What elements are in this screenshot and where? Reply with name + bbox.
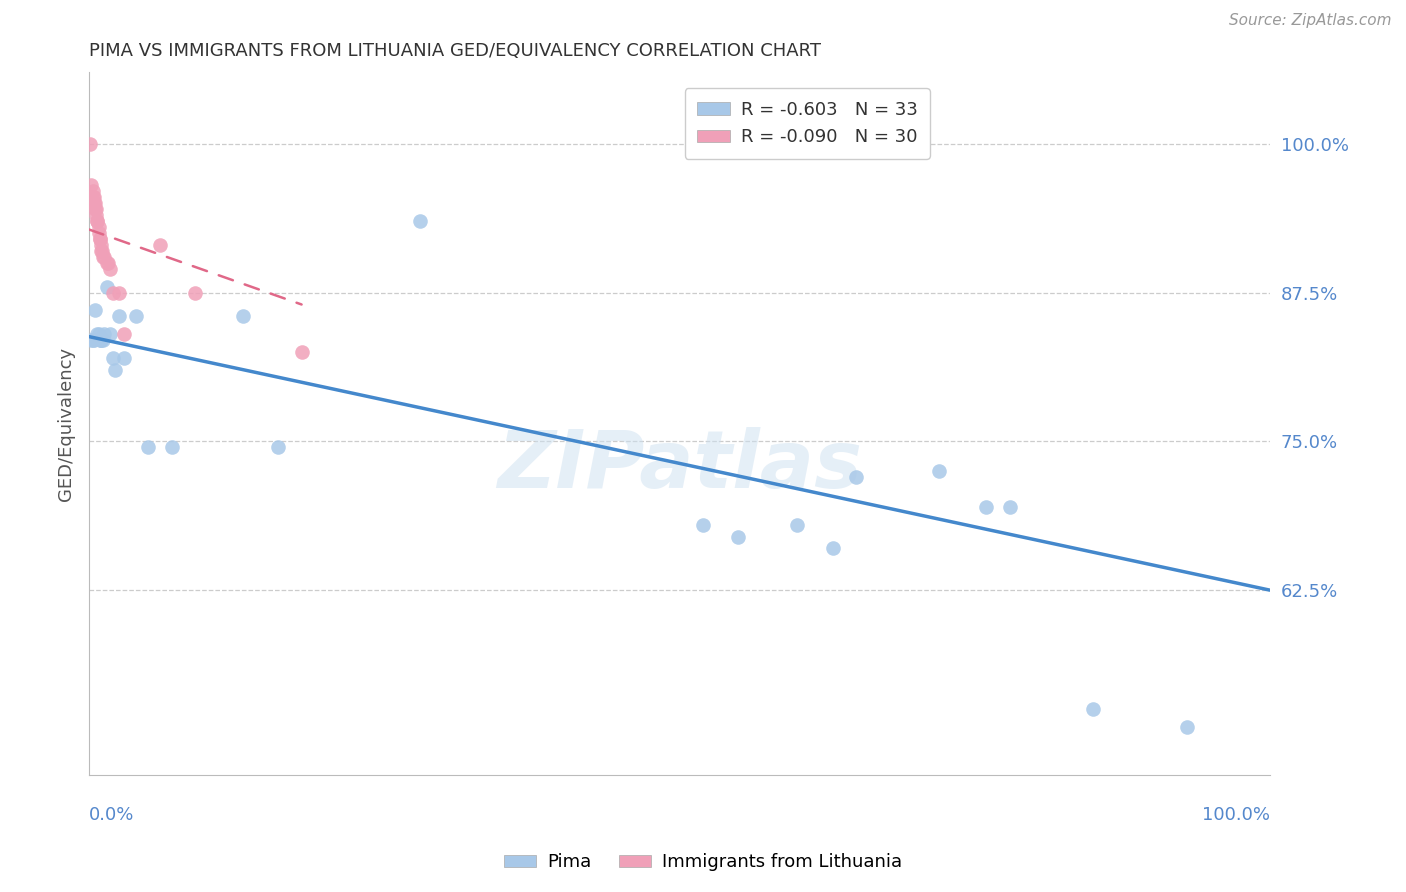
Point [1175,720,1198,734]
Point [89,232,111,246]
Point [136,440,159,454]
Point [91,333,114,347]
Point [98,261,121,276]
Point [290,345,312,359]
Point [91,250,114,264]
Point [928,464,950,478]
Point [82,333,104,347]
Point [96,256,118,270]
Point [101,351,124,365]
Point [87,226,110,240]
Point [80,178,103,193]
Point [82,185,104,199]
Point [93,327,115,342]
Text: 0.0%: 0.0% [89,806,135,824]
Point [80,333,103,347]
Point [267,440,290,454]
Point [89,232,111,246]
Point [692,517,714,532]
Text: Source: ZipAtlas.com: Source: ZipAtlas.com [1229,13,1392,29]
Point [98,327,121,342]
Point [83,196,105,211]
Point [114,351,136,365]
Point [101,285,124,300]
Point [86,327,108,342]
Point [821,541,844,556]
Point [104,363,127,377]
Point [86,214,108,228]
Text: PIMA VS IMMIGRANTS FROM LITHUANIA GED/EQUIVALENCY CORRELATION CHART: PIMA VS IMMIGRANTS FROM LITHUANIA GED/EQ… [89,42,821,60]
Point [84,208,107,222]
Point [79,136,101,151]
Point [84,303,107,318]
Point [86,214,108,228]
Point [87,327,110,342]
Point [90,238,112,252]
Y-axis label: GED/Equivalency: GED/Equivalency [58,346,75,500]
Point [84,202,107,217]
Point [83,333,105,347]
Point [82,190,104,204]
Point [89,333,111,347]
Point [97,256,120,270]
Point [125,310,148,324]
Point [107,285,129,300]
Point [786,517,808,532]
Point [84,196,107,211]
Legend: Pima, Immigrants from Lithuania: Pima, Immigrants from Lithuania [496,847,910,879]
Text: 100.0%: 100.0% [1202,806,1270,824]
Point [1081,702,1104,716]
Point [727,530,749,544]
Point [90,333,112,347]
Point [90,244,112,258]
Point [91,244,114,258]
Point [90,333,112,347]
Point [845,470,868,484]
Legend: R = -0.603   N = 33, R = -0.090   N = 30: R = -0.603 N = 33, R = -0.090 N = 30 [685,88,931,159]
Point [83,190,105,204]
Point [107,310,129,324]
Point [976,500,998,514]
Text: ZIPatlas: ZIPatlas [496,426,862,505]
Point [408,214,430,228]
Point [96,279,118,293]
Point [149,238,172,252]
Point [114,327,136,342]
Point [184,285,207,300]
Point [87,220,110,235]
Point [93,250,115,264]
Point [160,440,183,454]
Point [998,500,1021,514]
Point [232,310,254,324]
Point [84,202,107,217]
